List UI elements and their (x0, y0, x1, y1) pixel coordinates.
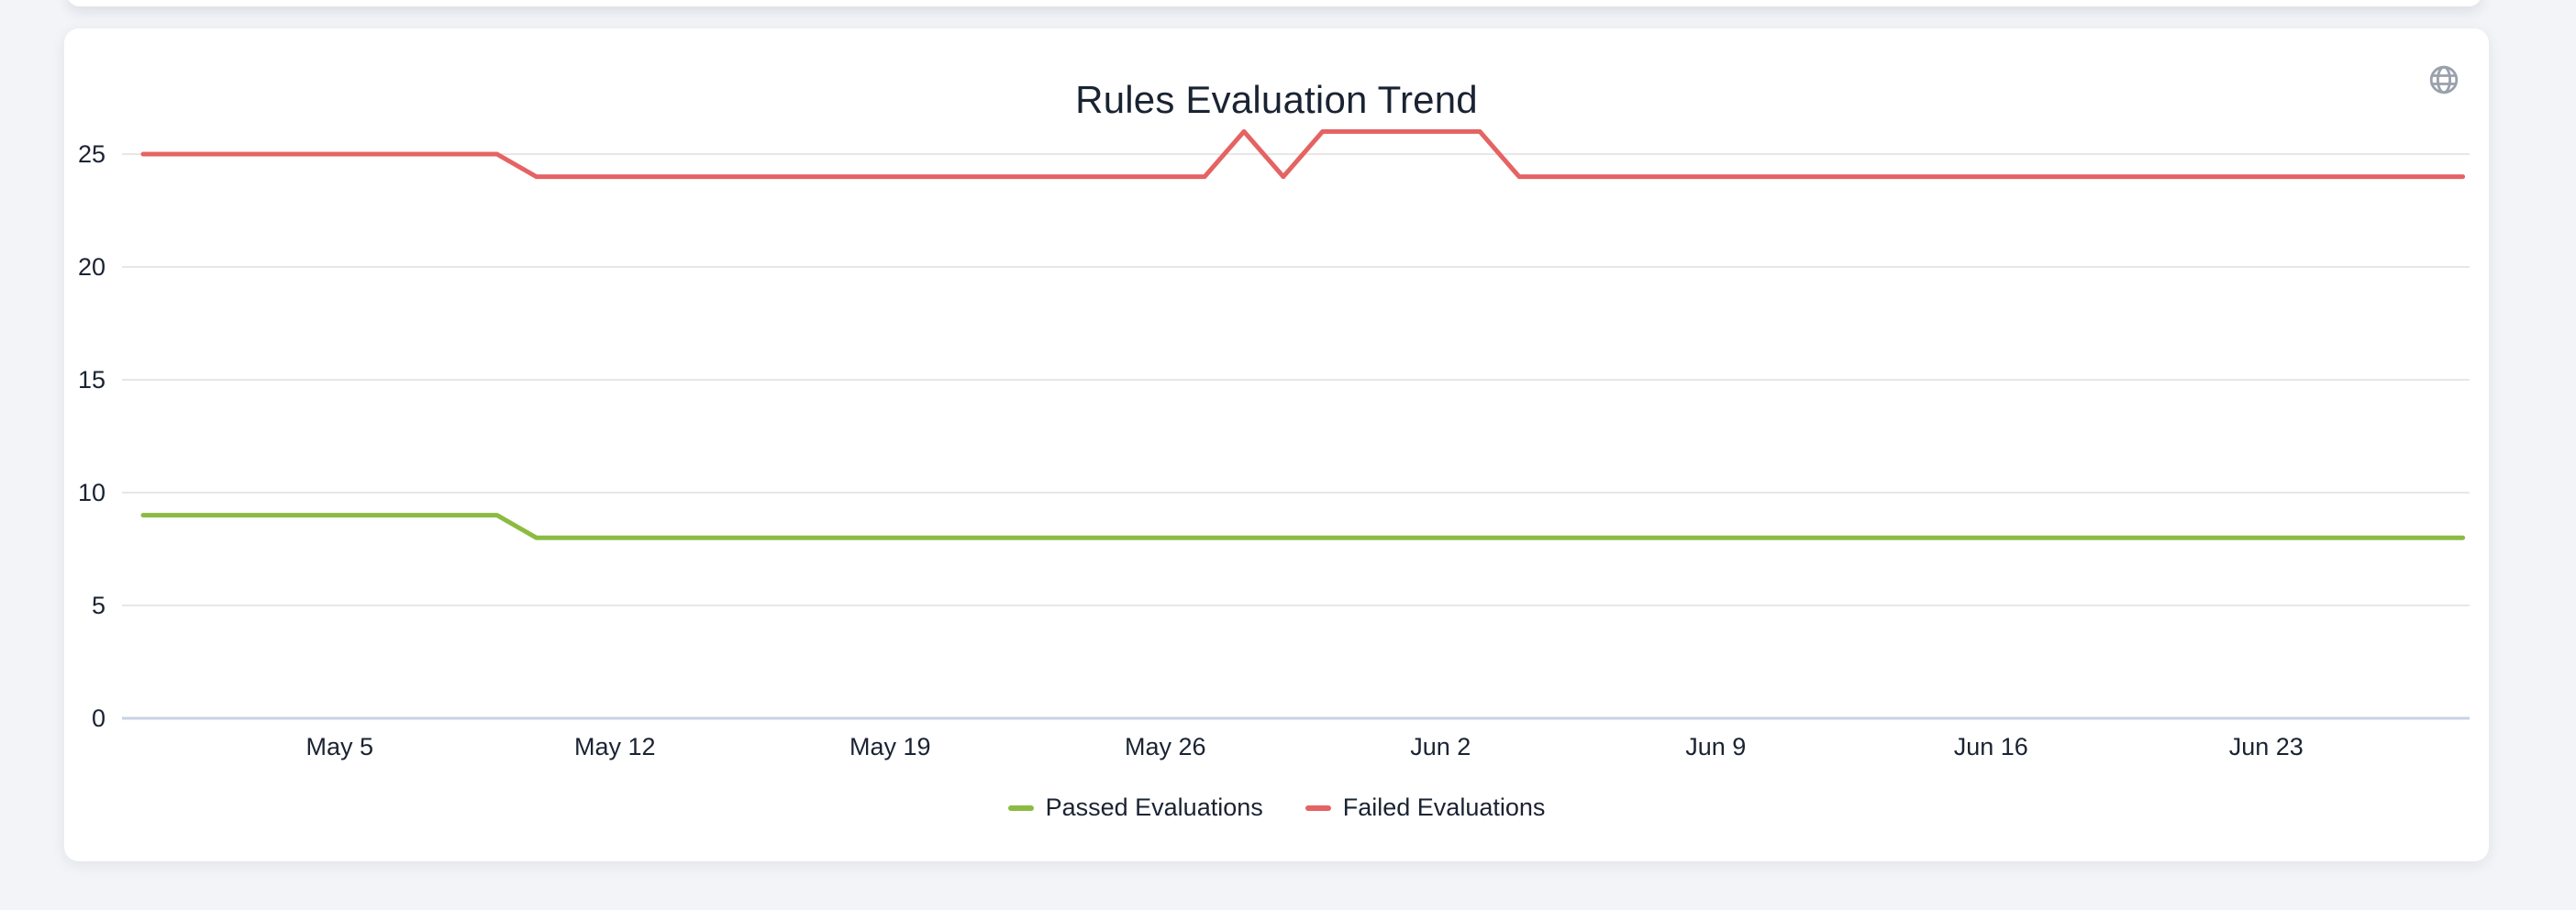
x-axis-label: Jun 2 (1410, 733, 1471, 760)
chart-legend: Passed Evaluations Failed Evaluations (64, 793, 2489, 822)
previous-card-bottom-edge (67, 0, 2482, 6)
globe-icon[interactable] (2426, 61, 2462, 98)
x-axis-label: May 5 (305, 733, 374, 760)
y-axis-label: 15 (77, 366, 105, 394)
y-axis-label: 10 (77, 479, 105, 506)
x-axis-label: Jun 9 (1685, 733, 1747, 760)
legend-item-passed-evaluations[interactable]: Passed Evaluations (1007, 793, 1263, 822)
x-axis-label: Jun 23 (2228, 733, 2304, 760)
y-axis-labels: 0 5 10 15 20 25 (64, 28, 105, 861)
x-axis-label: May 19 (849, 733, 931, 760)
y-axis-label: 20 (77, 253, 105, 281)
x-axis-label: May 12 (574, 733, 656, 760)
globe-icon-glyph (2429, 65, 2459, 94)
x-axis-label: May 26 (1125, 733, 1206, 760)
legend-item-failed-evaluations[interactable]: Failed Evaluations (1305, 793, 1546, 822)
failed-series-marker (1305, 805, 1331, 811)
legend-label-failed: Failed Evaluations (1342, 793, 1546, 821)
y-axis-label: 25 (77, 140, 105, 168)
x-axis-labels: May 5 May 12 May 19 May 26 Jun 2 Jun 9 Jun 16 J… (64, 28, 2489, 861)
x-axis-label: Jun 16 (1953, 733, 2028, 760)
y-axis-label: 0 (91, 705, 105, 732)
legend-label-passed: Passed Evaluations (1045, 793, 1263, 821)
chart-title: Rules Evaluation Trend (1075, 78, 1478, 121)
y-axis-label: 5 (91, 592, 105, 619)
passed-series-marker (1007, 805, 1034, 811)
